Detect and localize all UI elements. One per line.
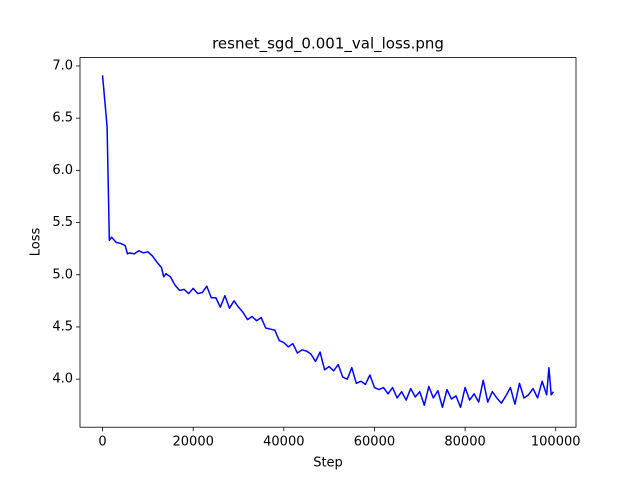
x-tick-label: 60000 [354, 435, 395, 450]
y-tick-label: 5.5 [52, 215, 73, 230]
x-tick-label: 0 [98, 435, 106, 450]
x-axis-label: Step [313, 456, 343, 471]
plot-frame [79, 57, 577, 428]
y-tick-label: 7.0 [52, 58, 73, 73]
chart-title: resnet_sgd_0.001_val_loss.png [212, 35, 444, 54]
x-tick-label: 40000 [263, 435, 304, 450]
y-axis-label: Loss [29, 228, 44, 257]
y-tick-label: 5.0 [52, 267, 73, 282]
y-tick-label: 4.0 [52, 372, 73, 387]
y-tick-label: 4.5 [52, 319, 73, 334]
loss-line [101, 75, 555, 409]
x-tick-label: 80000 [444, 435, 485, 450]
y-tick-label: 6.5 [52, 111, 73, 126]
y-tick-label: 6.0 [52, 163, 73, 178]
x-tick-label: 100000 [531, 435, 581, 450]
x-tick-label: 20000 [173, 435, 214, 450]
